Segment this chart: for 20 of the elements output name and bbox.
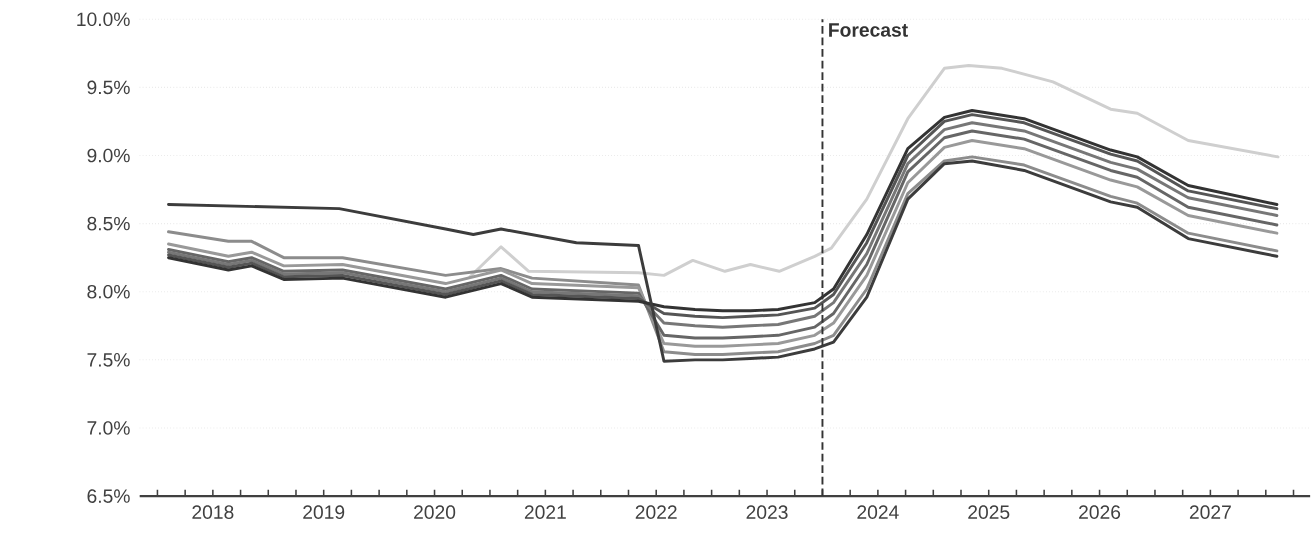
x-tick-label: 2022 <box>635 505 677 519</box>
x-tick-label: 2018 <box>192 505 234 519</box>
y-tick-label: 6.5% <box>87 489 130 503</box>
y-tick-label: 9.0% <box>87 148 130 163</box>
x-tick-label: 2019 <box>303 505 345 519</box>
x-tick-label: 2021 <box>524 505 566 519</box>
x-tick-label: 2027 <box>1189 505 1231 519</box>
line-series <box>468 63 1280 278</box>
y-tick-label: 9.5% <box>87 80 130 94</box>
x-tick-label: 2024 <box>857 505 899 519</box>
y-tick-label: 7.0% <box>87 420 130 435</box>
x-tick-label: 2020 <box>414 505 456 519</box>
y-tick-label: 8.5% <box>87 216 130 231</box>
y-tick-label: 10.0% <box>77 12 130 26</box>
y-tick-label: 8.0% <box>87 284 130 299</box>
x-tick-label: 2023 <box>746 505 788 519</box>
ref-line-label: Forecast <box>829 23 908 37</box>
x-tick-label: 2025 <box>968 505 1010 519</box>
y-tick-label: 7.5% <box>87 352 130 367</box>
x-tick-label: 2026 <box>1079 505 1121 519</box>
